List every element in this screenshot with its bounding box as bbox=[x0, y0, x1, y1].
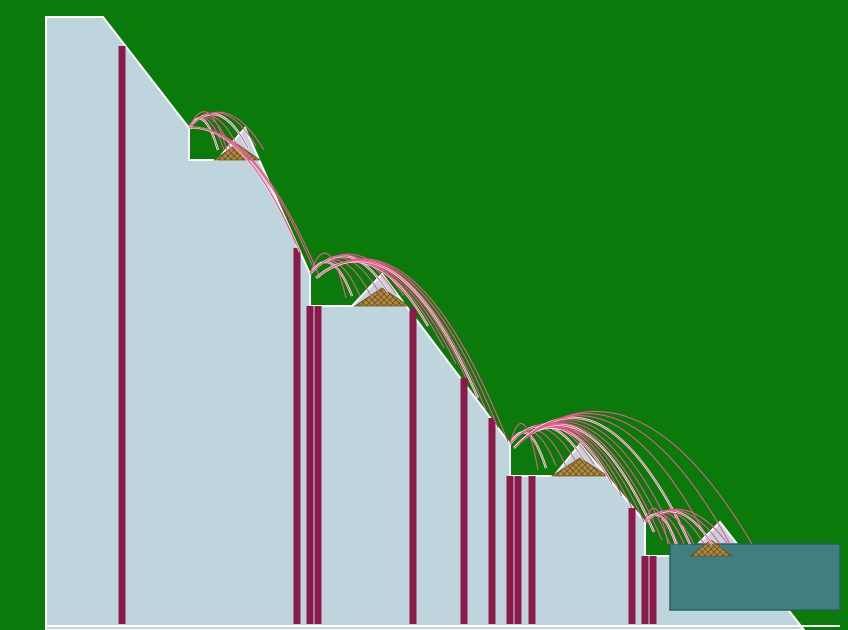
diagram-canvas bbox=[0, 0, 848, 630]
